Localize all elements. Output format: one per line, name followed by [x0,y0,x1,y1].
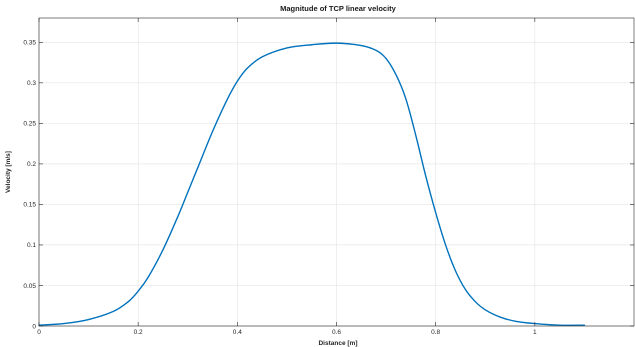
y-tick-label: 0.1 [27,242,36,249]
x-tick-label: 0.2 [134,329,143,336]
series-line-0 [38,42,586,327]
x-tick-label: 0.8 [431,329,440,336]
y-tick-label: 0.15 [23,202,36,209]
chart-title: Magnitude of TCP linear velocity [280,4,397,13]
x-tick-label: 0.4 [233,329,242,336]
x-tick-label: 0.6 [332,329,341,336]
y-tick-label: 0 [32,323,36,330]
y-tick-label: 0.35 [23,40,36,47]
x-tick-label: 1 [533,329,537,336]
axis-ticks: 0 0.2 0.4 0.6 0.8 1 0 0.05 0.1 0.15 0.2 0.25 0.3 0.35 [23,18,634,336]
y-axis-label: Velocity [m/s] [5,151,12,193]
y-tick-label: 0.05 [23,283,36,290]
grid [38,18,634,327]
x-tick-label: 0 [37,329,41,336]
y-tick-label: 0.3 [27,80,36,87]
y-tick-label: 0.25 [23,121,36,128]
plot-area [38,42,586,327]
y-tick-label: 0.2 [27,161,36,168]
x-axis-label: Distance [m] [318,340,357,347]
